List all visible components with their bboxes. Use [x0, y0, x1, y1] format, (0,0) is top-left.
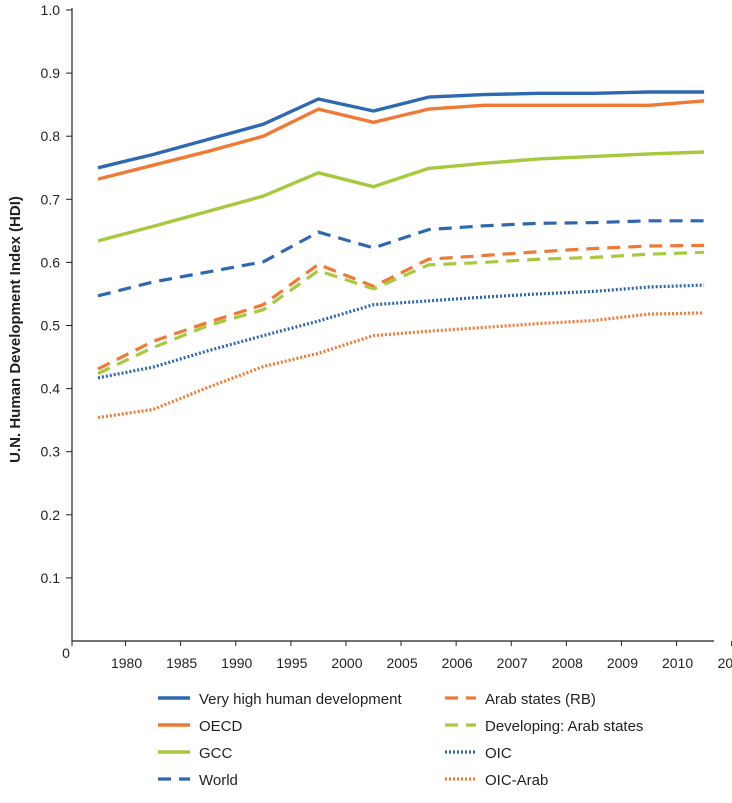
- y-tick-label: 0.6: [41, 254, 61, 270]
- x-tick-label: 2005: [386, 655, 417, 671]
- y-tick-label: 0.9: [41, 65, 61, 81]
- y-tick-label: 0.3: [41, 444, 61, 460]
- x-tick-label: 2009: [607, 655, 638, 671]
- legend-item-developing-arab-states: Developing: Arab states: [445, 718, 643, 735]
- series-line-gcc: [97, 150, 705, 243]
- axes: 0.1 0.2 0.3 0.4 0.5 0.6 0.7 0.8 0.9 1.0 0 1980 1985 1…: [7, 2, 732, 671]
- y-tick-label: 0.1: [41, 570, 61, 586]
- legend-label: OIC-Arab: [485, 772, 548, 789]
- legend-label: OIC: [485, 745, 512, 762]
- x-tick-label: 2011: [718, 655, 732, 671]
- series-line-developing-arab-states: [97, 250, 705, 375]
- x-tick-label: 1990: [221, 655, 252, 671]
- legend-item-gcc: GCC: [158, 745, 233, 762]
- series-line-world: [97, 219, 705, 298]
- y-tick-label: 0.2: [41, 507, 61, 523]
- y-tick-label: 0.5: [41, 318, 61, 334]
- series-line-oic-arab: [97, 311, 705, 420]
- legend-item-very-high-human-development: Very high human development: [158, 691, 402, 708]
- y-tick-label: 0.8: [41, 128, 61, 144]
- y-tick-label: 0.7: [41, 191, 61, 207]
- plot-area: [97, 90, 705, 420]
- x-origin-label: 0: [62, 645, 70, 661]
- x-tick-label: 1995: [276, 655, 307, 671]
- x-tick-label: 2010: [662, 655, 693, 671]
- x-tick-label: 2007: [497, 655, 528, 671]
- legend-item-world: World: [158, 772, 238, 789]
- legend-label: GCC: [199, 745, 233, 762]
- x-tick-label: 1985: [166, 655, 197, 671]
- series-line-arab-states-rb: [97, 243, 705, 371]
- legend-item-arab-states-rb: Arab states (RB): [445, 691, 596, 708]
- series-line-oecd: [97, 99, 705, 181]
- legend-item-oic-arab: OIC-Arab: [445, 772, 548, 789]
- y-tick-label: 0.4: [41, 381, 61, 397]
- series-line-oic: [97, 283, 705, 380]
- legend-item-oic: OIC: [445, 745, 512, 762]
- y-axis-title: U.N. Human Development Index (HDI): [7, 196, 24, 463]
- legend-label: Very high human development: [199, 691, 402, 708]
- x-tick-label: 2006: [442, 655, 473, 671]
- legend-label: OECD: [199, 718, 243, 735]
- series-line-very-high-human-development: [97, 90, 705, 170]
- legend-label: Developing: Arab states: [485, 718, 643, 735]
- y-tick-label: 1.0: [41, 2, 61, 18]
- x-tick-label: 1980: [111, 655, 142, 671]
- legend-label: Arab states (RB): [485, 691, 596, 708]
- legend-label: World: [199, 772, 238, 789]
- x-tick-label: 2008: [552, 655, 583, 671]
- legend-item-oecd: OECD: [158, 718, 243, 735]
- x-tick-label: 2000: [331, 655, 362, 671]
- legend: Very high human development OECD GCC World A…: [158, 691, 643, 789]
